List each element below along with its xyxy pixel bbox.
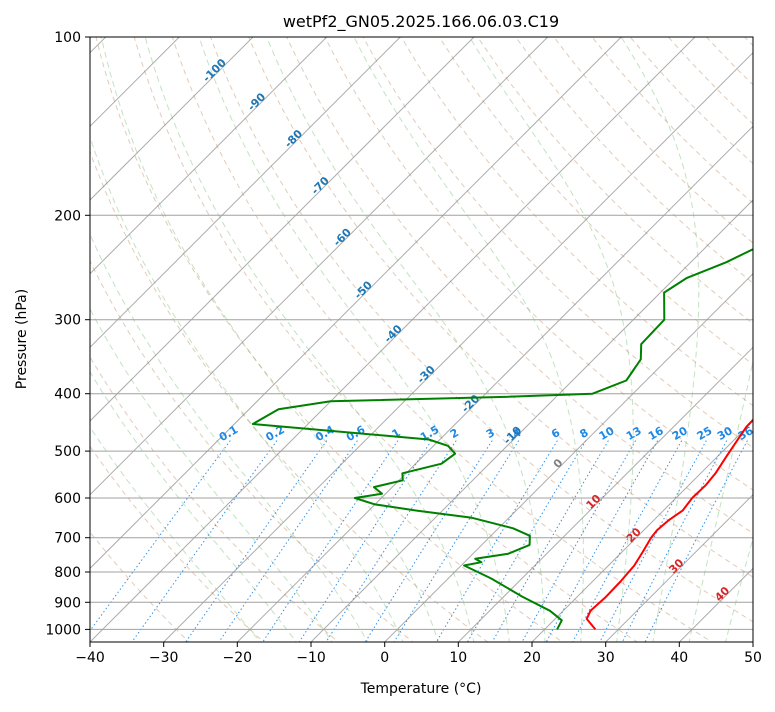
x-tick-label: 50	[744, 650, 762, 666]
y-tick-label: 800	[54, 565, 81, 581]
x-tick-label: 0	[380, 650, 389, 666]
x-tick-label: −30	[149, 650, 179, 666]
x-tick-label: −10	[296, 650, 326, 666]
y-tick-label: 1000	[45, 622, 81, 638]
x-tick-label: 10	[449, 650, 467, 666]
y-tick-label: 400	[54, 387, 81, 403]
y-tick-label: 100	[54, 30, 81, 46]
y-tick-label: 700	[54, 531, 81, 547]
chart-title: wetPf2_GN05.2025.166.06.03.C19	[283, 12, 559, 32]
x-tick-label: −20	[223, 650, 253, 666]
x-tick-label: −40	[75, 650, 105, 666]
y-tick-label: 600	[54, 491, 81, 507]
y-tick-label: 200	[54, 208, 81, 224]
y-axis-label: Pressure (hPa)	[14, 289, 30, 389]
y-tick-label: 300	[54, 313, 81, 329]
x-tick-label: 20	[523, 650, 541, 666]
x-tick-label: 40	[670, 650, 688, 666]
x-tick-label: 30	[597, 650, 615, 666]
x-axis-label: Temperature (°C)	[360, 681, 482, 697]
y-tick-label: 500	[54, 444, 81, 460]
y-tick-label: 900	[54, 595, 81, 611]
